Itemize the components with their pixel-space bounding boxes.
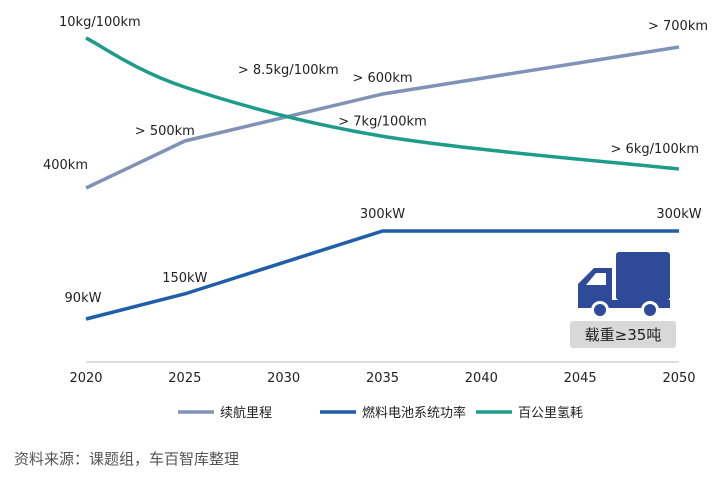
legend-label: 续航里程 [220,405,272,421]
truck-window [586,273,606,285]
x-axis-ticks: 2020 2025 2030 2035 2040 2045 2050 [69,371,695,386]
data-labels: 400km > 500km > 600km > 700km 90kW 150kW 300kW… [43,15,708,306]
x-tick-label: 2040 [465,371,498,386]
data-label: 300kW [360,207,405,222]
legend-item: 百公里氢耗 [476,406,583,421]
x-tick-label: 2030 [267,371,300,386]
legend-item: 续航里程 [178,405,272,421]
data-label: > 600km [352,71,412,86]
series-line-3 [85,36,680,171]
series-line-2 [85,229,679,321]
legend: 续航里程 燃料电池系统功率 百公里氢耗 [178,405,583,421]
x-tick-label: 2035 [366,371,399,386]
data-label: > 700km [648,19,708,34]
truck-cargo-box [616,252,670,300]
badge-box [570,321,676,348]
data-label: > 6kg/100km [611,142,699,157]
badge-text: 载重≥35吨 [585,326,662,344]
data-label: 400km [43,158,88,173]
truck-chassis [578,300,670,308]
x-tick-label: 2050 [662,371,695,386]
data-label: 300kW [656,207,701,222]
legend-label: 百公里氢耗 [518,406,583,421]
source-note: 资料来源：课题组，车百智库整理 [14,450,240,468]
truck-icon [578,252,670,319]
series-group [85,36,680,321]
data-label: 10kg/100km [59,15,141,30]
x-tick-label: 2025 [168,371,201,386]
data-label: > 500km [135,124,195,139]
x-tick-label: 2045 [564,371,597,386]
data-label: > 8.5kg/100km [238,63,339,78]
legend-item: 燃料电池系统功率 [320,405,466,421]
data-label: 90kW [65,291,102,306]
data-label: > 7kg/100km [338,114,426,129]
x-tick-label: 2020 [69,371,102,386]
data-label: 150kW [162,271,207,286]
legend-label: 燃料电池系统功率 [362,405,466,421]
load-badge: 载重≥35吨 [570,252,676,348]
